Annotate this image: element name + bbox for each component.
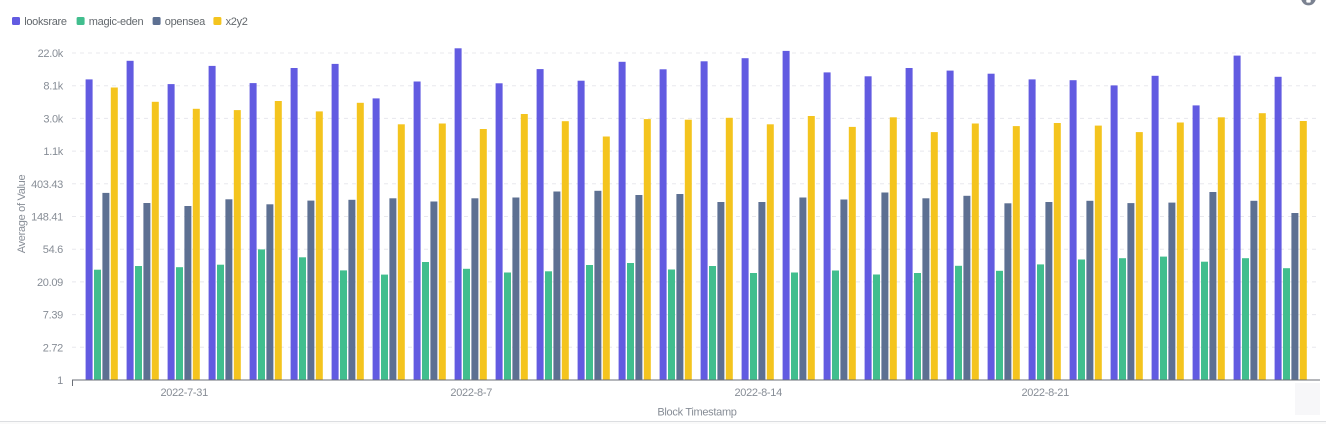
svg-text:looksrare: looksrare xyxy=(24,16,67,28)
svg-text:403.43: 403.43 xyxy=(31,179,63,191)
svg-text:2.72: 2.72 xyxy=(43,342,63,354)
svg-text:20.09: 20.09 xyxy=(37,277,63,289)
svg-text:22.0k: 22.0k xyxy=(38,48,64,60)
svg-text:1: 1 xyxy=(57,375,63,387)
svg-text:3.0k: 3.0k xyxy=(43,113,63,125)
svg-text:opensea: opensea xyxy=(165,16,206,28)
svg-text:2022-8-21: 2022-8-21 xyxy=(1021,387,1069,399)
svg-text:7.39: 7.39 xyxy=(43,310,63,322)
svg-text:8.1k: 8.1k xyxy=(43,81,63,93)
svg-text:Block Timestamp: Block Timestamp xyxy=(657,407,736,419)
svg-text:2022-8-14: 2022-8-14 xyxy=(734,387,782,399)
svg-text:54.6: 54.6 xyxy=(43,244,63,256)
svg-text:2022-8-7: 2022-8-7 xyxy=(450,387,492,399)
svg-text:148.41: 148.41 xyxy=(31,212,63,224)
svg-text:x2y2: x2y2 xyxy=(226,16,248,28)
svg-text:2022-7-31: 2022-7-31 xyxy=(160,387,208,399)
svg-text:Average of Value: Average of Value xyxy=(16,175,28,254)
svg-text:magic-eden: magic-eden xyxy=(89,16,144,28)
svg-text:1.1k: 1.1k xyxy=(43,146,63,158)
